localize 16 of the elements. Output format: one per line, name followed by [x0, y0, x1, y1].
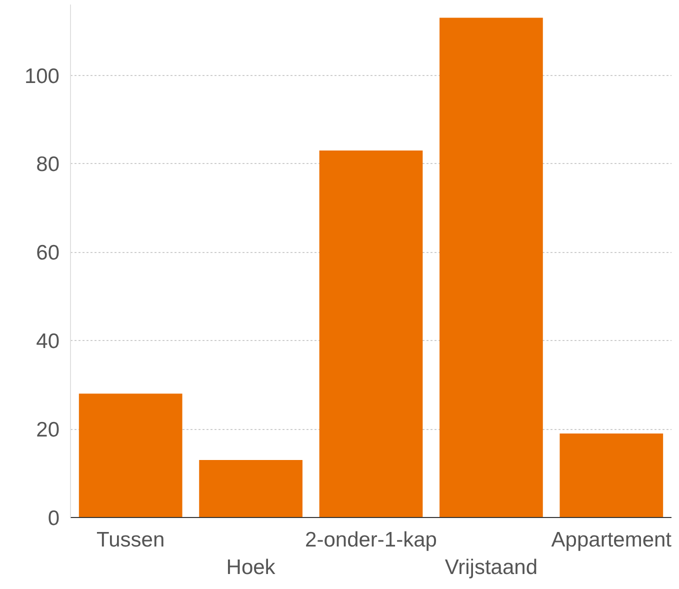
y-tick-label: 80	[36, 153, 60, 176]
y-tick-label: 100	[24, 64, 60, 88]
bar	[319, 150, 423, 518]
bar	[199, 460, 302, 518]
bar	[440, 18, 543, 518]
x-tick-label: Vrijstaand	[444, 556, 538, 580]
x-tick-label: Appartement	[551, 528, 672, 552]
x-tick-label: Tussen	[96, 528, 165, 552]
bar	[78, 394, 182, 518]
x-tick-label: 2-onder-1-kap	[305, 528, 437, 552]
y-tick-label: 20	[36, 418, 60, 442]
y-tick-label: 60	[36, 242, 60, 265]
y-tick-label: 40	[36, 330, 60, 354]
x-tick-label: Hoek	[226, 556, 276, 580]
y-tick-label: 0	[48, 507, 60, 530]
bar	[560, 433, 664, 518]
